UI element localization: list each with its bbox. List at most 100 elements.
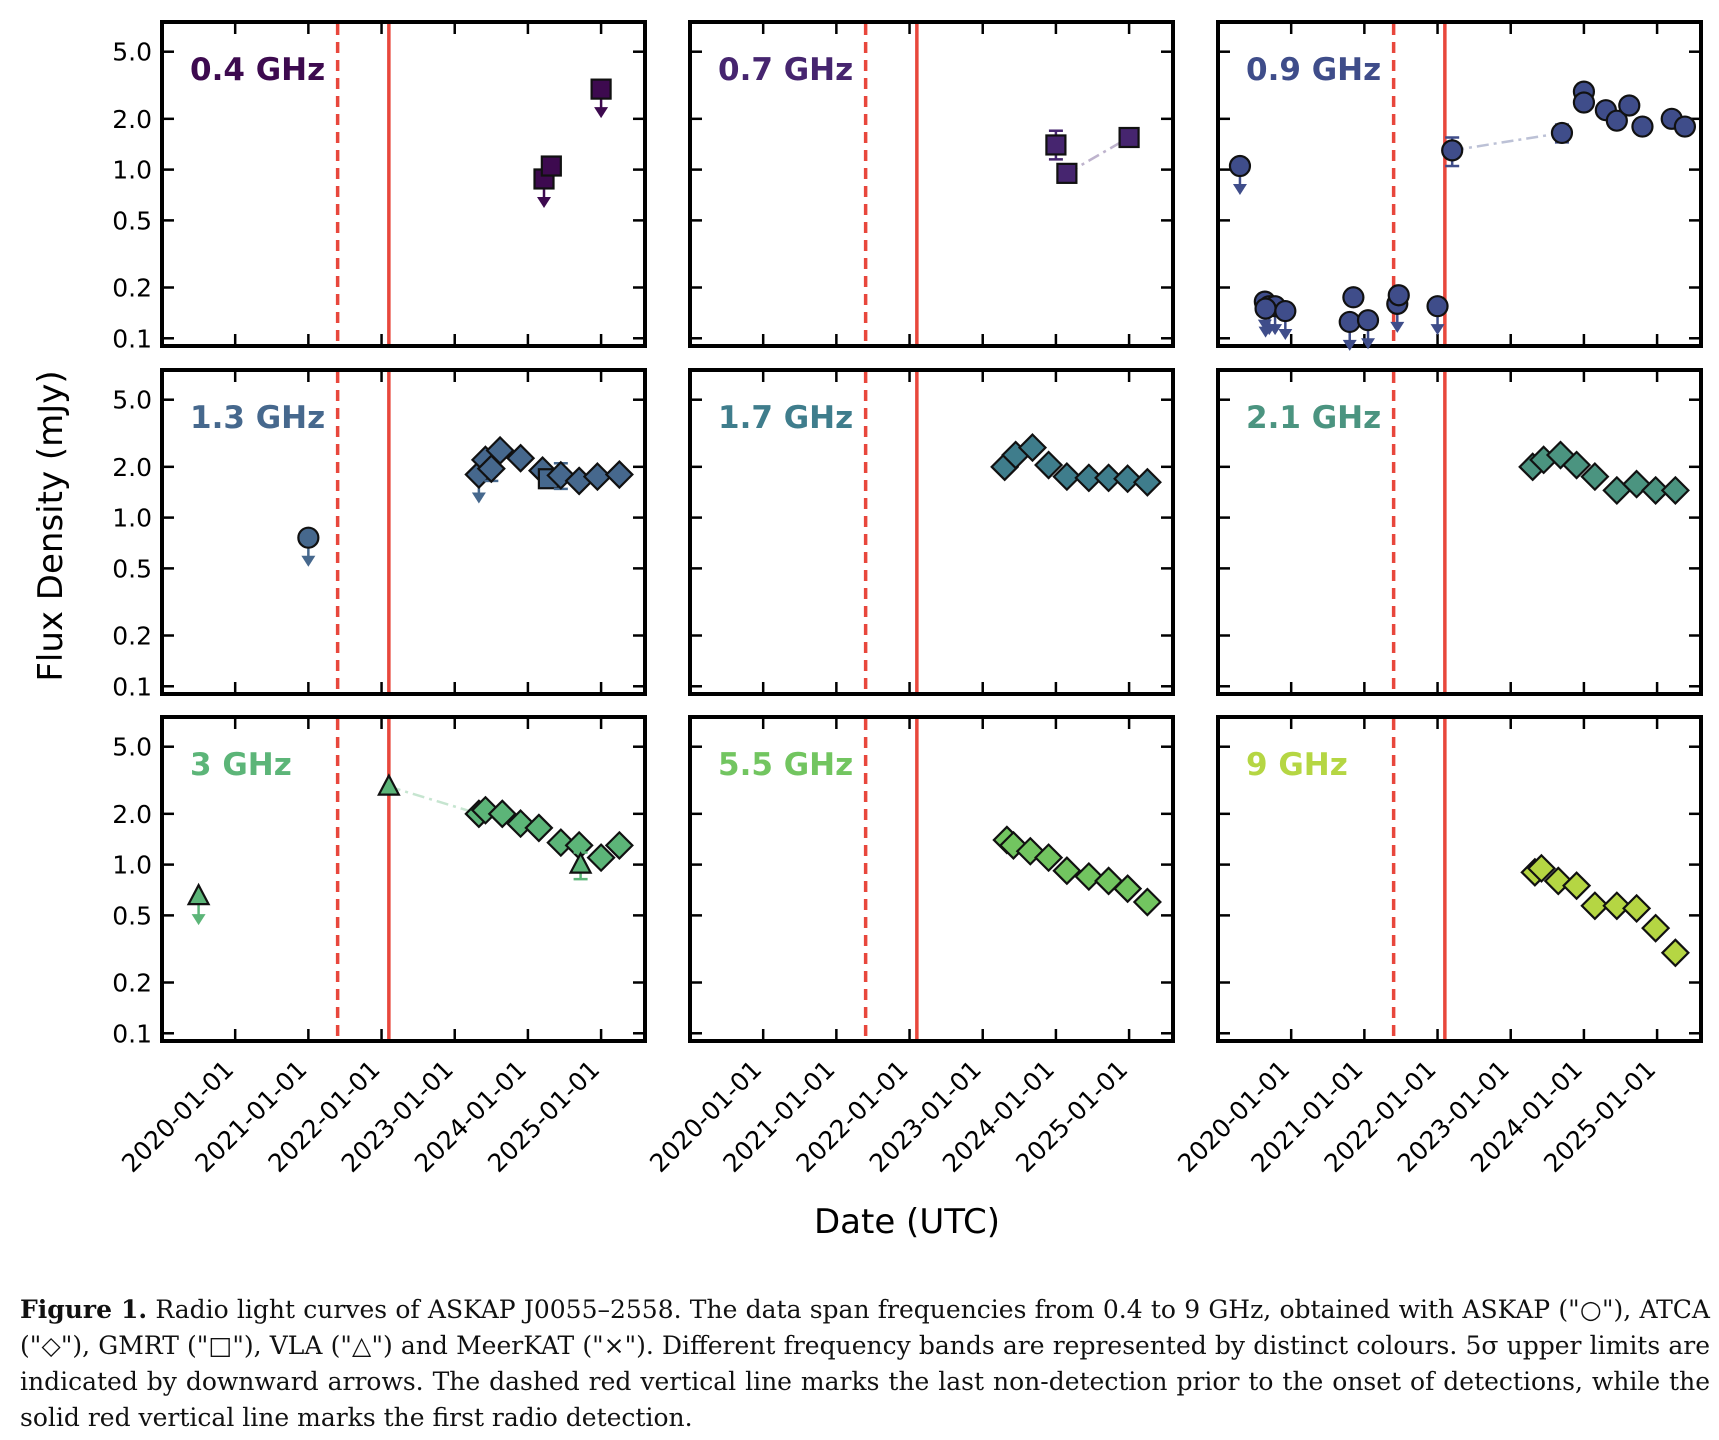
upper-limit-arrow bbox=[594, 107, 609, 119]
trend-link-line bbox=[388, 785, 480, 816]
panel-frequency-label: 1.7 GHz bbox=[718, 400, 853, 436]
y-tick-label: 0.1 bbox=[112, 672, 152, 701]
panel-0_9-ghz: 0.9 GHz bbox=[1216, 20, 1703, 351]
panel-9-ghz: 2020-01-012021-01-012022-01-012023-01-01… bbox=[1172, 715, 1703, 1178]
upper-limit-arrow bbox=[1390, 321, 1405, 333]
data-point-diamond bbox=[1562, 871, 1592, 901]
data-point-diamond bbox=[604, 459, 634, 490]
data-point-square bbox=[1045, 134, 1067, 156]
y-tick-label: 0.2 bbox=[112, 969, 152, 998]
caption-text: Radio light curves of ASKAP J0055–2558. … bbox=[20, 1295, 1710, 1432]
data-point-diamond bbox=[1074, 463, 1104, 493]
panel-frame bbox=[160, 20, 647, 348]
panel-frequency-label: 9 GHz bbox=[1246, 747, 1348, 783]
data-point-circle bbox=[1605, 109, 1628, 132]
upper-limit-arrow bbox=[1232, 184, 1247, 196]
data-point-diamond bbox=[1113, 464, 1143, 494]
upper-limit-arrow bbox=[301, 555, 316, 567]
panel-3-ghz: 2020-01-012021-01-012022-01-012023-01-01… bbox=[112, 715, 647, 1178]
panel-frequency-label: 3 GHz bbox=[190, 747, 292, 783]
data-point-diamond bbox=[1580, 891, 1610, 921]
data-point-diamond bbox=[1094, 463, 1124, 493]
data-point-diamond bbox=[1641, 913, 1671, 943]
data-point-diamond bbox=[582, 462, 612, 492]
y-tick-label: 2.0 bbox=[112, 453, 152, 482]
y-tick-label: 2.0 bbox=[112, 105, 152, 134]
data-point-diamond bbox=[1660, 475, 1690, 505]
data-point-diamond bbox=[1660, 938, 1690, 968]
figure-caption: Figure 1. Radio light curves of ASKAP J0… bbox=[20, 1292, 1710, 1436]
data-point-triangle bbox=[377, 773, 401, 796]
data-point-circle bbox=[1356, 309, 1380, 332]
data-point-diamond bbox=[1074, 861, 1104, 892]
y-tick-label: 5.0 bbox=[112, 386, 152, 415]
data-point-circle bbox=[1631, 115, 1654, 138]
y-tick-label: 5.0 bbox=[112, 38, 152, 67]
panel-frequency-label: 1.3 GHz bbox=[190, 400, 325, 436]
y-tick-label: 5.0 bbox=[112, 733, 152, 762]
data-point-diamond bbox=[1580, 462, 1610, 492]
data-point-diamond bbox=[524, 813, 554, 843]
panel-1_3-ghz: 0.1 0.2 0.5 1.0 2.0 5.0 1.3 GHz bbox=[112, 368, 647, 701]
panel-frequency-label: 0.9 GHz bbox=[1246, 52, 1381, 88]
caption-label: Figure 1. bbox=[20, 1295, 148, 1324]
y-tick-label: 0.1 bbox=[112, 1019, 152, 1048]
trend-link-line bbox=[1451, 131, 1563, 152]
data-point-diamond bbox=[470, 795, 501, 825]
panel-frame bbox=[160, 368, 647, 696]
data-point-circle bbox=[1274, 299, 1297, 323]
data-point-diamond bbox=[1052, 462, 1082, 492]
panel-frequency-label: 0.4 GHz bbox=[190, 52, 325, 88]
data-point-circle bbox=[1441, 139, 1464, 162]
y-tick-label: 2.0 bbox=[112, 800, 152, 829]
data-point-diamond bbox=[546, 828, 576, 858]
data-point-circle bbox=[1228, 154, 1252, 178]
panel-frequency-label: 2.1 GHz bbox=[1246, 400, 1381, 436]
y-tick-label: 0.1 bbox=[112, 324, 152, 353]
panel-frame bbox=[688, 20, 1175, 348]
data-point-diamond bbox=[1641, 475, 1671, 505]
panel-1_7-ghz: 1.7 GHz bbox=[688, 368, 1175, 696]
data-point-circle bbox=[1673, 115, 1697, 138]
data-point-circle bbox=[1618, 94, 1641, 117]
y-tick-label: 0.5 bbox=[112, 206, 152, 235]
data-point-diamond bbox=[1132, 467, 1162, 497]
data-point-diamond bbox=[506, 443, 536, 473]
upper-limit-arrow bbox=[1342, 339, 1357, 351]
data-point-diamond bbox=[1017, 433, 1048, 463]
panel-0_4-ghz: 0.1 0.2 0.5 1.0 2.0 5.0 0.4 GHz bbox=[112, 20, 647, 353]
x-axis-title: Date (UTC) bbox=[814, 1202, 1000, 1242]
data-point-diamond bbox=[1034, 450, 1064, 480]
data-point-circle bbox=[1254, 297, 1277, 320]
panel-2_1-ghz: 2.1 GHz bbox=[1216, 368, 1703, 696]
upper-limit-arrow bbox=[471, 492, 486, 504]
data-point-diamond bbox=[1052, 856, 1082, 886]
panel-frame bbox=[688, 368, 1175, 696]
y-tick-label: 0.2 bbox=[112, 622, 152, 651]
data-point-diamond bbox=[1015, 836, 1045, 866]
panel-frame bbox=[1216, 368, 1703, 696]
upper-limit-arrow bbox=[191, 914, 206, 926]
y-axis-title: Flux Density (mJy) bbox=[31, 370, 71, 681]
y-tick-label: 1.0 bbox=[112, 504, 152, 533]
data-point-diamond bbox=[485, 435, 515, 466]
data-point-square bbox=[540, 155, 562, 177]
panel-frame bbox=[1216, 715, 1703, 1043]
y-tick-label: 0.2 bbox=[112, 274, 152, 303]
data-point-diamond bbox=[1132, 887, 1162, 917]
panel-frequency-label: 0.7 GHz bbox=[718, 52, 853, 88]
upper-limit-arrow bbox=[1361, 338, 1376, 350]
y-tick-label: 0.5 bbox=[112, 901, 152, 930]
data-point-triangle bbox=[186, 882, 211, 906]
upper-limit-arrow bbox=[537, 196, 552, 208]
data-point-diamond bbox=[586, 843, 616, 873]
y-tick-label: 1.0 bbox=[112, 156, 152, 185]
upper-limit-arrow bbox=[1258, 326, 1273, 338]
data-point-diamond bbox=[1543, 866, 1573, 896]
data-point-circle bbox=[297, 526, 320, 549]
data-point-diamond bbox=[1562, 450, 1592, 480]
panel-0_7-ghz: 0.7 GHz bbox=[688, 20, 1175, 348]
data-point-circle bbox=[1338, 310, 1361, 334]
data-point-diamond bbox=[1034, 843, 1064, 873]
upper-limit-arrow bbox=[1430, 324, 1445, 336]
